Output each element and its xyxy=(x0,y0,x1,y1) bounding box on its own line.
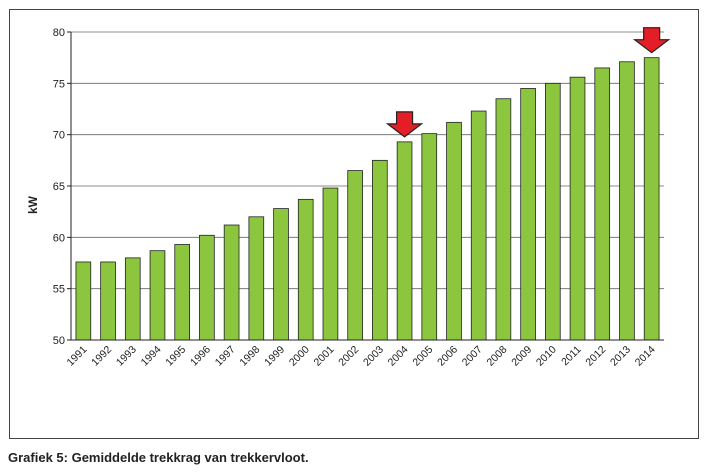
y-tick-labels: 50 55 60 65 70 75 80 xyxy=(53,27,65,347)
down-arrow-icon xyxy=(385,111,424,138)
figure-caption: Grafiek 5: Gemiddelde trekkrag van trekk… xyxy=(8,450,309,465)
bar-2001 xyxy=(322,187,339,341)
x-tick-label: 1999 xyxy=(262,344,287,369)
x-tick-label: 1995 xyxy=(163,344,188,369)
y-tick-label: 75 xyxy=(53,78,65,90)
x-tick-label: 2000 xyxy=(287,344,312,369)
x-tick-label: 1991 xyxy=(64,344,89,369)
y-tick-label: 70 xyxy=(53,130,65,142)
x-tick-label: 2013 xyxy=(608,344,633,369)
x-tick-label: 2003 xyxy=(361,344,386,369)
bar-2008 xyxy=(495,98,512,341)
x-tick-label: 2010 xyxy=(534,344,559,369)
axes xyxy=(67,31,664,341)
down-arrow-icon xyxy=(632,27,671,54)
x-tick-label: 1997 xyxy=(213,344,238,369)
bar-2007 xyxy=(470,110,487,341)
bar-2006 xyxy=(446,121,462,341)
bar-1998 xyxy=(248,216,265,341)
y-axis-label: kW xyxy=(26,195,40,214)
bar-1991 xyxy=(75,261,92,341)
x-tick-label: 2002 xyxy=(336,344,361,369)
y-tick-label: 80 xyxy=(53,27,65,39)
x-tick-label: 2014 xyxy=(633,344,658,369)
x-tick-label: 2001 xyxy=(312,344,337,369)
x-tick-label: 1994 xyxy=(139,344,164,369)
bar-1995 xyxy=(174,244,190,341)
x-tick-label: 2006 xyxy=(435,344,460,369)
x-tick-labels: 1991 1992 1993 1994 1995 1996 1997 1998 1999 2000… xyxy=(64,344,657,369)
x-tick-label: 1992 xyxy=(89,344,114,369)
x-tick-label: 1993 xyxy=(114,344,139,369)
x-tick-label: 2009 xyxy=(509,344,534,369)
y-tick-label: 55 xyxy=(53,284,65,296)
bar-1999 xyxy=(273,208,289,341)
bar-2013 xyxy=(619,61,635,341)
y-tick-label: 65 xyxy=(53,181,65,193)
x-tick-label: 2008 xyxy=(485,344,510,369)
x-tick-label: 1998 xyxy=(237,344,262,369)
bar-2003 xyxy=(372,159,388,341)
x-tick-label: 2007 xyxy=(460,344,485,369)
bar-2005 xyxy=(421,133,438,341)
bar-1996 xyxy=(199,234,215,341)
bar-1994 xyxy=(149,250,166,341)
bar-1997 xyxy=(223,224,240,341)
markers xyxy=(385,27,671,138)
x-tick-label: 2012 xyxy=(583,344,608,369)
y-tick-label: 60 xyxy=(53,232,65,244)
y-tick-label: 50 xyxy=(53,335,65,347)
bar-2009 xyxy=(520,88,536,341)
bar-2012 xyxy=(594,67,611,341)
x-tick-label: 2004 xyxy=(386,344,411,369)
bar-2010 xyxy=(545,82,561,341)
gridlines xyxy=(71,31,664,341)
x-tick-label: 2011 xyxy=(559,344,584,369)
bar-2000 xyxy=(297,198,314,341)
bars xyxy=(75,57,660,341)
x-tick-label: 2005 xyxy=(410,344,435,369)
bar-2014 xyxy=(643,57,660,341)
bar-1993 xyxy=(124,257,141,341)
chart-frame: 50 55 60 65 70 75 80 1991 1992 1993 1994 1995 1996 1… xyxy=(9,9,699,439)
bar-2011 xyxy=(569,76,586,341)
x-tick-label: 1996 xyxy=(188,344,213,369)
bar-1992 xyxy=(100,261,116,341)
bar-2004 xyxy=(396,141,413,341)
bar-2002 xyxy=(347,170,363,341)
